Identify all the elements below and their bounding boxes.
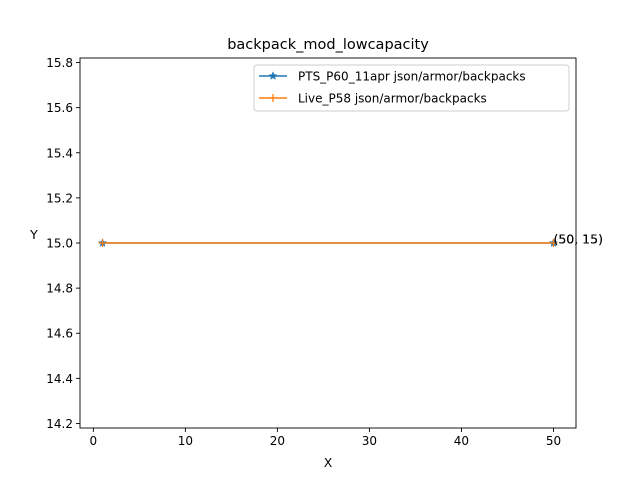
y-tick-label: 14.4: [46, 372, 73, 386]
y-axis-label: Y: [29, 227, 38, 242]
legend-marker-2: [269, 94, 277, 102]
x-tick-label: 10: [178, 434, 193, 448]
legend-marker-1: [268, 71, 278, 80]
y-tick-label: 14.2: [46, 417, 73, 431]
x-axis-label: X: [324, 455, 333, 470]
y-tick-label: 14.6: [46, 327, 73, 341]
legend-box: [253, 64, 570, 112]
y-tick-label: 15.2: [46, 191, 73, 205]
y-tick-label: 15.4: [46, 146, 73, 160]
x-tick-label: 40: [454, 434, 469, 448]
y-tick-label: 15.0: [46, 237, 73, 251]
x-tick-label: 50: [546, 434, 561, 448]
series-2-point: [549, 239, 558, 247]
point-annotation: (50, 15): [553, 232, 603, 247]
y-axis-ticks: 14.2 14.4 14.6 14.8 15.0 15.2 15.4 15.6 15.8: [46, 56, 80, 431]
x-tick-label: 30: [362, 434, 377, 448]
y-tick-label: 14.8: [46, 282, 73, 296]
legend-label-1: PTS_P60_11apr json/armor/backpacks: [298, 70, 526, 84]
series-markers: [97, 238, 559, 247]
y-tick-label: 15.6: [46, 101, 73, 115]
point-annotation: (50, 15): [553, 232, 603, 247]
legend: PTS_P60_11apr json/armor/backpacks Live_P…: [253, 64, 570, 112]
chart-title: backpack_mod_lowcapacity: [227, 37, 429, 53]
annotations: (50, 15)(50, 15): [553, 232, 603, 247]
legend-label-2: Live_P58 json/armor/backpacks: [298, 92, 487, 106]
x-tick-label: 20: [270, 434, 285, 448]
y-tick-label: 15.8: [46, 56, 73, 70]
series-2-point: [98, 239, 107, 247]
plot-area: (50, 15)(50, 15): [97, 232, 603, 247]
x-axis-ticks: 0 10 20 30 40 50: [90, 428, 561, 448]
x-tick-label: 0: [90, 434, 98, 448]
